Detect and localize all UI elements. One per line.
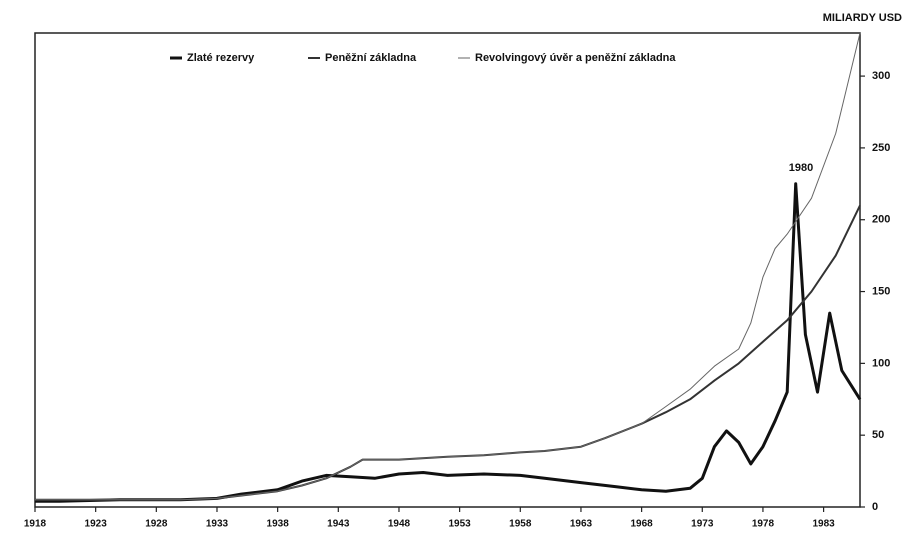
x-tick-label: 1953	[449, 519, 472, 530]
x-tick-label: 1928	[145, 519, 168, 530]
legend-label: Zlaté rezervy	[187, 52, 255, 64]
x-tick-label: 1973	[691, 519, 714, 530]
y-tick-label: 150	[872, 285, 890, 297]
x-tick-label: 1918	[24, 519, 47, 530]
y-tick-label: 50	[872, 429, 884, 441]
series-line	[35, 32, 861, 501]
y-tick-label: 300	[872, 70, 890, 82]
x-tick-label: 1943	[327, 519, 350, 530]
annotation: 1980	[789, 162, 813, 174]
legend-label: Peněžní základna	[325, 52, 417, 64]
x-tick-label: 1958	[509, 519, 532, 530]
y-tick-label: 0	[872, 501, 878, 513]
y-tick-label: 100	[872, 357, 890, 369]
x-tick-label: 1938	[267, 519, 290, 530]
x-tick-label: 1923	[85, 519, 108, 530]
y-axis-label: MILIARDY USD	[823, 12, 902, 24]
x-tick-label: 1978	[752, 519, 775, 530]
series-line	[35, 182, 862, 503]
x-tick-label: 1948	[388, 519, 411, 530]
x-tick-label: 1933	[206, 519, 229, 530]
y-tick-label: 250	[872, 142, 890, 154]
x-tick-label: 1983	[812, 519, 835, 530]
series-line	[35, 204, 861, 501]
plot-frame	[34, 32, 861, 508]
x-tick-label: 1963	[570, 519, 593, 530]
x-tick-label: 1968	[630, 519, 653, 530]
legend-label: Revolvingový úvěr a peněžní základna	[475, 52, 676, 64]
y-tick-label: 200	[872, 214, 890, 226]
